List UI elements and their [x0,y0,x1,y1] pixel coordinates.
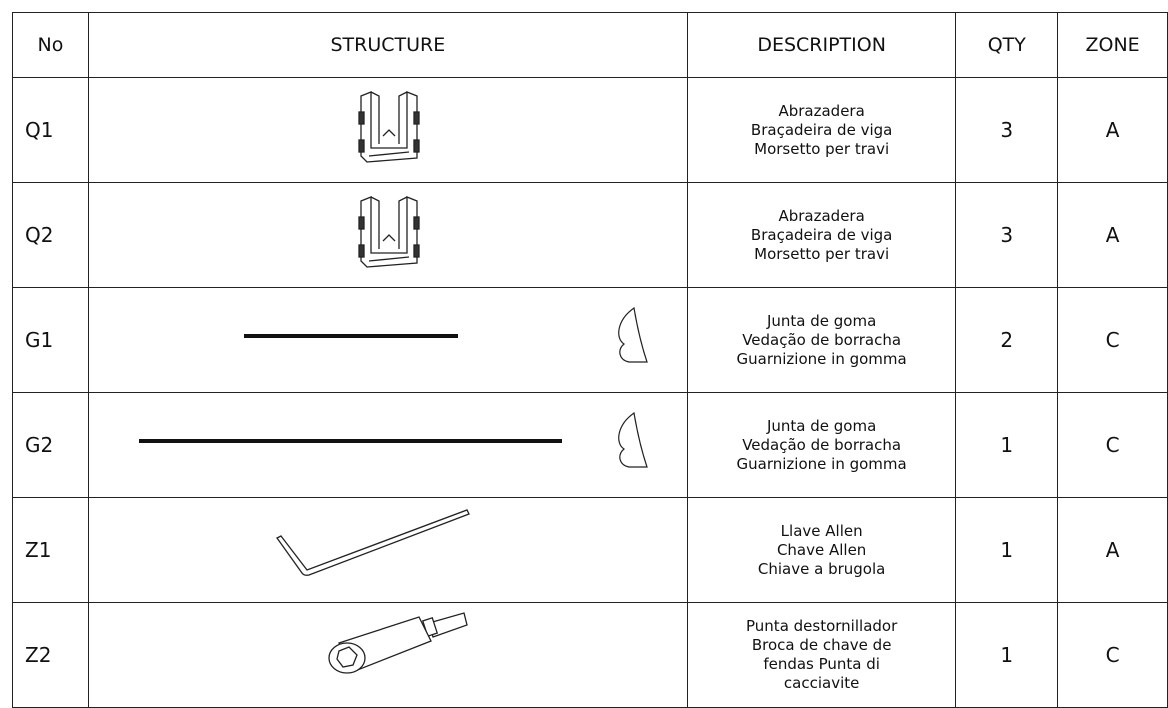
header-cell: No [12,12,89,78]
part-number: Z2 [12,602,89,708]
allen-key-icon [275,509,470,576]
structure-cell [87,392,688,498]
zone: C [1057,602,1168,708]
clamp-icon [358,196,420,268]
description-cell: Abrazadera Braçadeira de viga Morsetto per… [686,77,957,183]
structure-cell [87,497,688,603]
description-line: Braçadeira de viga [750,225,893,244]
description-cell: Junta de goma Vedação de borracha Guarnizi… [686,392,957,498]
description-line: Vedação de borracha [742,435,902,454]
description-line: Braçadeira de viga [750,120,893,139]
description-cell: Junta de goma Vedação de borracha Guarnizi… [686,287,957,393]
description-line: Broca de chave de [751,636,892,654]
header-cell: STRUCTURE [87,12,688,78]
header-cell: QTY [955,12,1059,78]
quantity: 1 [955,602,1059,708]
zone: A [1057,77,1168,183]
description-line: Morsetto per travi [754,139,890,158]
description-line: Junta de goma [766,416,877,435]
description-line: Abrazadera [778,206,865,225]
table-body: Q1 Abrazadera Braçadeira de viga Morsetto p… [12,77,1168,708]
quantity: 3 [955,182,1059,288]
quantity: 1 [955,497,1059,603]
header-cell: DESCRIPTION [686,12,957,78]
description-line: Junta de goma [766,311,877,330]
table-row: Q2 Abrazadera Braçadeira de viga Morsetto p… [12,182,1168,288]
zone: C [1057,392,1168,498]
part-number: Q2 [12,182,89,288]
zone: C [1057,287,1168,393]
part-number: Q1 [12,77,89,183]
description-cell: Abrazadera Braçadeira de viga Morsetto per… [686,182,957,288]
quantity: 3 [955,77,1059,183]
description-line: Guarnizione in gomma [736,349,907,368]
description-line: Punta destornillador [746,617,898,635]
description-line: Chiave a brugola [757,559,886,578]
description-line: Chave Allen [776,540,867,559]
description-line: cacciavite [783,674,860,692]
parts-table: No STRUCTURE DESCRIPTION QTY ZONE Q1 Abra… [12,12,1168,708]
quantity: 1 [955,392,1059,498]
description-line: Vedação de borracha [742,330,902,349]
table-row: Q1 Abrazadera Braçadeira de viga Morsetto p… [12,77,1168,183]
description-line: fendas Punta di [763,655,880,673]
description-line: Guarnizione in gomma [736,454,907,473]
clamp-icon [358,91,420,163]
structure-cell [87,602,688,708]
bit-icon [328,612,468,674]
part-number: G1 [12,287,89,393]
description-line: Morsetto per travi [754,244,890,263]
description-line: Llave Allen [780,521,863,540]
header-cell: ZONE [1057,12,1168,78]
description-line: Abrazadera [778,101,865,120]
table-row: G1 Junta de goma Vedação de borracha Guarni… [12,287,1168,393]
description-cell: Punta destornillador Broca de chave de fen… [686,602,957,708]
gasket-icon [138,411,648,468]
table-row: G2 Junta de goma Vedação de borracha Guarni… [12,392,1168,498]
header-row: No STRUCTURE DESCRIPTION QTY ZONE [12,12,1168,78]
structure-cell [87,77,688,183]
zone: A [1057,182,1168,288]
structure-cell [87,182,688,288]
description-cell: Llave Allen Chave Allen Chiave a brugola [686,497,957,603]
structure-cell [87,287,688,393]
table-row: Z1 Llave Allen Chave Allen Chiave a brugola… [12,497,1168,603]
zone: A [1057,497,1168,603]
quantity: 2 [955,287,1059,393]
part-number: G2 [12,392,89,498]
part-number: Z1 [12,497,89,603]
gasket-icon [243,306,648,363]
table-row: Z2 Punta destornillador Broca de chave de f… [12,602,1168,708]
